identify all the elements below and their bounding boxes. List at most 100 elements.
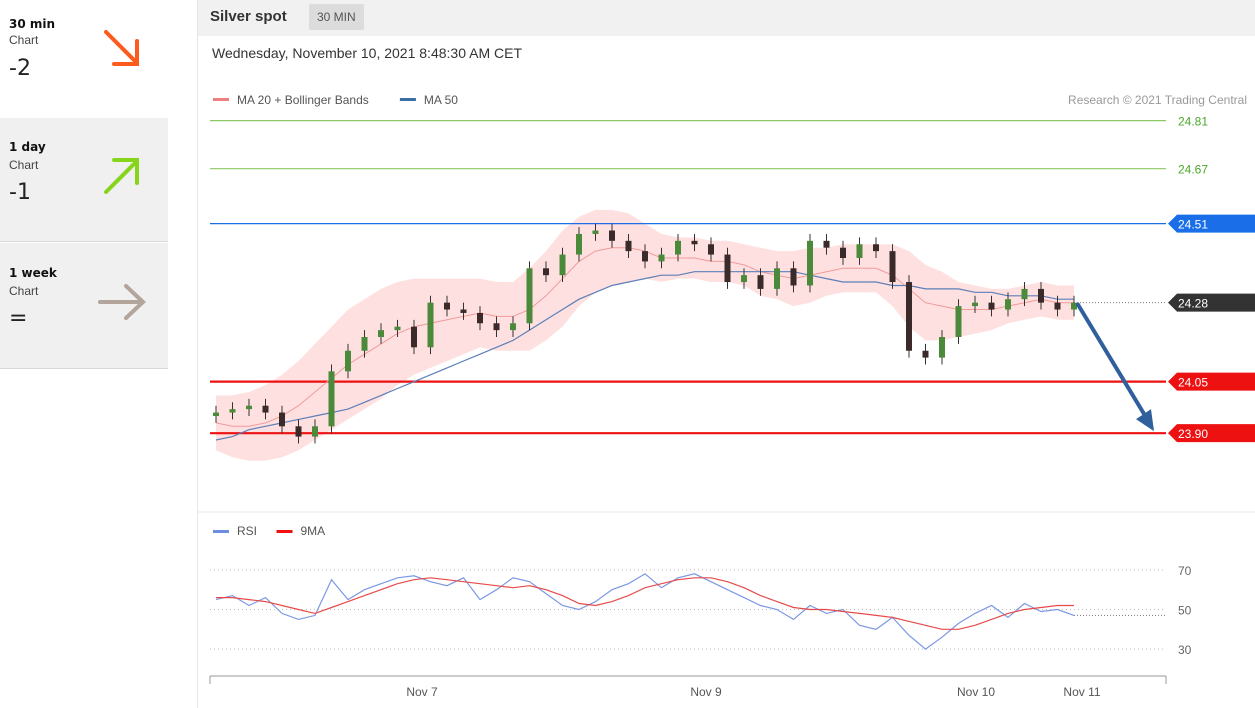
timeframe-score: -2 — [9, 56, 31, 81]
candle-body — [378, 330, 384, 337]
bollinger-band — [216, 209, 1074, 461]
timeframe-score: = — [9, 306, 28, 331]
timeframe-sub: Chart — [9, 158, 39, 172]
level-label: 24.28 — [1178, 297, 1208, 311]
ma50-line — [215, 271, 1074, 441]
x-tick-label: Nov 9 — [690, 685, 722, 699]
candle-body — [790, 268, 797, 286]
timeframe-sidebar: 30 min Chart -2 1 day Chart -1 1 week Ch… — [0, 0, 168, 708]
level-label: 24.81 — [1178, 115, 1208, 129]
chart-header: Silver spot 30 MIN — [198, 0, 1255, 36]
candle-body — [312, 426, 318, 437]
arrow-down-right-icon — [104, 30, 139, 66]
rsi-line — [215, 573, 1075, 650]
legend-swatch — [399, 98, 416, 101]
legend-swatch — [213, 98, 229, 101]
candle-body — [295, 426, 302, 437]
timeframe-sub: Chart — [9, 284, 39, 298]
candle-body — [741, 275, 747, 283]
candle-body — [576, 233, 582, 255]
candle-body — [427, 302, 434, 348]
candle-body — [559, 254, 566, 276]
instrument-title: Silver spot — [210, 8, 287, 25]
legend-label: MA 50 — [424, 93, 458, 107]
rsi-panel: RSI 9MA 70 50 30 — [210, 524, 1192, 657]
rsi-ma9-line — [216, 577, 1074, 630]
candle-body — [972, 302, 978, 307]
candle-body — [246, 405, 252, 410]
legend-swatch — [276, 530, 293, 533]
arrow-right-icon — [98, 284, 146, 320]
candle-body — [988, 302, 995, 310]
candle-body — [774, 268, 780, 289]
level-label: 24.05 — [1178, 376, 1208, 390]
rsi-level-label: 50 — [1178, 603, 1192, 617]
arrow-up-right-icon — [104, 158, 139, 194]
candle-body — [625, 240, 632, 252]
candle-body — [658, 254, 665, 262]
legend-swatch — [213, 530, 229, 533]
candle-body — [361, 337, 368, 351]
candle-body — [1021, 288, 1028, 300]
candle-body — [262, 405, 269, 413]
rsi-level-label: 30 — [1178, 643, 1192, 657]
candle-body — [922, 350, 929, 358]
candle-body — [807, 240, 813, 286]
x-axis: Nov 7 Nov 9 Nov 10 Nov 11 — [209, 675, 1167, 699]
candle-body — [394, 326, 401, 331]
timeframe-label: 1 day — [9, 140, 46, 154]
candle-body — [1054, 302, 1061, 310]
timeframe-1day[interactable]: 1 day Chart -1 — [0, 118, 168, 242]
level-tag — [1168, 372, 1255, 391]
price-chart: MA 20 + Bollinger Bands MA 50 Research © 2… — [198, 93, 1255, 699]
candle-body — [213, 412, 219, 416]
rsi-level-label: 70 — [1178, 564, 1192, 578]
candle-body — [1071, 302, 1077, 310]
legend-label: MA 20 + Bollinger Bands — [237, 93, 369, 107]
level-label: 23.90 — [1178, 427, 1208, 441]
candle-body — [691, 240, 698, 245]
candle-body — [345, 350, 351, 372]
forecast-arrowhead — [1136, 409, 1154, 432]
candle-body — [675, 240, 681, 255]
level-tag — [1168, 424, 1255, 443]
interval-badge[interactable]: 30 MIN — [309, 4, 364, 30]
candle-body — [939, 337, 945, 358]
level-label: 24.67 — [1178, 163, 1208, 177]
legend-label: RSI — [237, 524, 257, 538]
timeframe-30min[interactable]: 30 min Chart -2 — [0, 0, 168, 124]
candle-body — [460, 309, 467, 313]
timeframe-1week[interactable]: 1 week Chart = — [0, 243, 168, 369]
candle-body — [526, 268, 533, 324]
timeframe-score: -1 — [9, 180, 31, 205]
price-panel: MA 20 + Bollinger Bands MA 50 Research © 2… — [198, 93, 1255, 513]
candle-body — [1038, 288, 1044, 303]
candle-body — [873, 244, 879, 252]
candle-body — [592, 230, 599, 234]
candle-body — [955, 306, 962, 337]
candle-body — [642, 251, 648, 262]
level-tag — [1168, 293, 1255, 312]
candle-body — [840, 247, 846, 258]
candle-body — [708, 244, 714, 255]
candle-body — [757, 275, 764, 289]
chart-datetime: Wednesday, November 10, 2021 8:48:30 AM … — [212, 45, 522, 61]
candle-body — [328, 371, 335, 427]
candle-body — [609, 230, 615, 241]
forecast-arrow — [1076, 302, 1148, 420]
candle-body — [823, 240, 830, 248]
candle-body — [477, 312, 483, 324]
candle-body — [1005, 299, 1011, 310]
candle-body — [543, 268, 549, 276]
candle-body — [279, 412, 285, 427]
candle-body — [889, 251, 896, 283]
legend-label: 9MA — [301, 524, 326, 538]
candle-body — [493, 323, 500, 331]
x-tick-label: Nov 11 — [1063, 685, 1100, 699]
panel-divider — [197, 0, 198, 708]
timeframe-label: 30 min — [9, 17, 56, 31]
level-label: 24.51 — [1178, 218, 1208, 232]
candle-body — [856, 244, 863, 258]
candle-body — [906, 282, 912, 351]
candle-body — [510, 323, 516, 331]
